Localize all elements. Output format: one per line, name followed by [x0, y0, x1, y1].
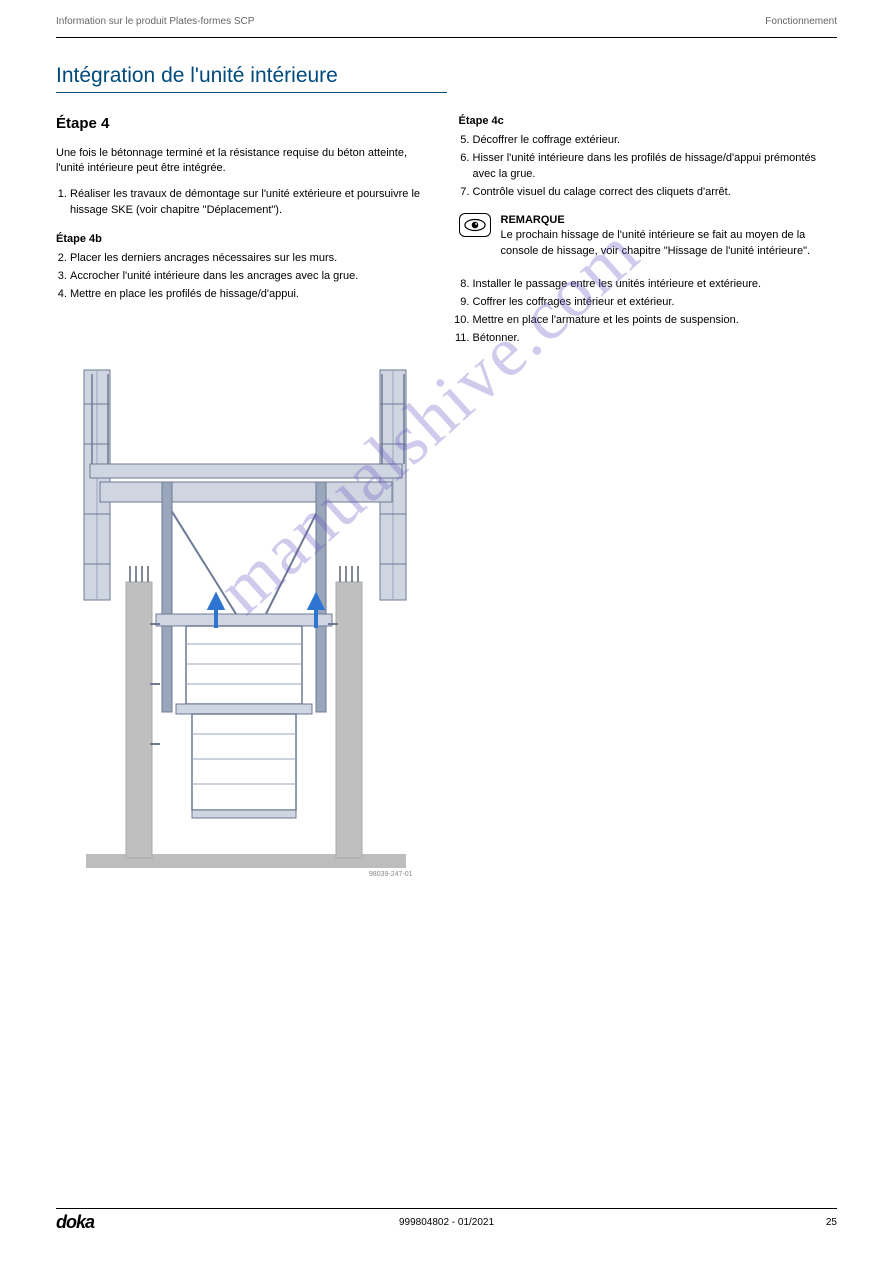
- bottom-rule: [56, 1208, 837, 1209]
- concrete-wall-left: [126, 582, 152, 858]
- note-box: REMARQUE Le prochain hissage de l'unité …: [459, 213, 838, 259]
- list-item: Hisser l'unité intérieure dans les profi…: [473, 151, 838, 183]
- list-item: Coffrer les coffrages intérieur et extér…: [473, 295, 838, 311]
- list-item: Installer le passage entre les unités in…: [473, 277, 838, 293]
- climbing-formwork-diagram: [66, 314, 426, 874]
- inner-unit-upper: [186, 626, 302, 704]
- diagram-caption: 98039-247-01: [369, 871, 413, 878]
- step4c-list-2: Installer le passage entre les unités in…: [459, 277, 838, 347]
- concrete-wall-right: [336, 582, 362, 858]
- step4c-list: Décoffrer le coffrage extérieur. Hisser …: [459, 133, 838, 201]
- list-item: Réaliser les travaux de démontage sur l'…: [70, 187, 435, 219]
- left-column: Étape 4 Une fois le bétonnage terminé et…: [56, 115, 435, 874]
- section-title: Intégration de l'unité intérieure: [56, 64, 447, 93]
- mid-platform-2: [176, 704, 312, 714]
- list-item: Placer les derniers ancrages nécessaires…: [70, 251, 435, 267]
- bottom-platform: [192, 810, 296, 818]
- note-text: REMARQUE Le prochain hissage de l'unité …: [501, 213, 838, 259]
- list-item: Contrôle visuel du calage correct des cl…: [473, 185, 838, 201]
- top-rule: [56, 37, 837, 38]
- top-platform: [90, 464, 402, 478]
- footer-page: 25: [826, 1217, 837, 1228]
- step4-intro: Une fois le bétonnage terminé et la rési…: [56, 146, 435, 177]
- step4b-label: Étape 4b: [56, 233, 435, 245]
- note-bold: REMARQUE: [501, 214, 565, 226]
- diagram-area: 98039-247-01: [56, 314, 435, 874]
- inner-unit-lower-bars: [192, 734, 296, 784]
- top-beam: [100, 482, 392, 502]
- list-item: Accrocher l'unité intérieure dans les an…: [70, 269, 435, 285]
- mid-platform-1: [156, 614, 332, 626]
- step4b-list: Placer les derniers ancrages nécessaires…: [56, 251, 435, 303]
- list-item: Mettre en place l'armature et les points…: [473, 313, 838, 329]
- eye-icon: [459, 213, 491, 237]
- doka-logo: doka: [56, 1212, 94, 1233]
- footer-code: 999804802 - 01/2021: [399, 1217, 494, 1228]
- list-item: Décoffrer le coffrage extérieur.: [473, 133, 838, 149]
- step4c-label: Étape 4c: [459, 115, 838, 127]
- header-right: Fonctionnement: [765, 16, 837, 27]
- inner-unit-lower: [192, 714, 296, 810]
- list-item: Mettre en place les profilés de hissage/…: [70, 287, 435, 303]
- step4-list-a: Réaliser les travaux de démontage sur l'…: [56, 187, 435, 219]
- handrail-icon: [92, 374, 404, 464]
- rail-left: [162, 482, 172, 712]
- list-item: Bétonner.: [473, 331, 838, 347]
- right-column: Étape 4c Décoffrer le coffrage extérieur…: [459, 115, 838, 874]
- note-body: Le prochain hissage de l'unité intérieur…: [501, 229, 811, 256]
- inner-unit-bars: [186, 644, 302, 684]
- header-left: Information sur le produit Plates-formes…: [56, 16, 254, 27]
- footer: doka 999804802 - 01/2021 25: [56, 1212, 837, 1233]
- step4-heading: Étape 4: [56, 115, 435, 132]
- truss-icon: [166, 502, 322, 614]
